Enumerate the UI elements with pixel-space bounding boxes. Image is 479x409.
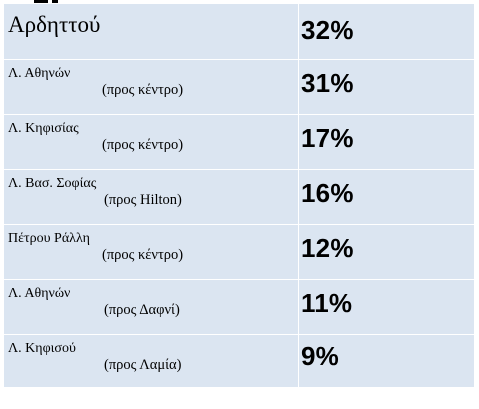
street-name: Λ. Βασ. Σοφίας xyxy=(8,176,97,191)
table-row: Λ. Κηφισίας (προς κέντρο) 17% xyxy=(3,114,475,170)
percentage-cell: 17% xyxy=(298,114,475,170)
direction-note: (προς κέντρο) xyxy=(102,137,184,153)
street-cell: Λ. Αθηνών (προς κέντρο) xyxy=(3,59,299,115)
percentage-value: 32% xyxy=(301,15,354,45)
percentage-cell: 16% xyxy=(298,169,475,225)
street-name: Λ. Αθηνών xyxy=(8,286,71,301)
street-name: Πέτρου Ράλλη xyxy=(8,231,90,246)
percentage-value: 11% xyxy=(301,288,353,318)
percentage-cell: 12% xyxy=(298,224,475,280)
street-cell: Αρδηττού xyxy=(3,3,299,60)
street-cell: Λ. Κηφισίας (προς κέντρο) xyxy=(3,114,299,170)
direction-note: (προς Δαφνί) xyxy=(104,302,180,318)
cropped-text-fragment xyxy=(34,0,48,4)
direction-note: (προς κέντρο) xyxy=(102,82,184,98)
percentage-value: 31% xyxy=(301,68,354,98)
percentage-value: 12% xyxy=(301,233,354,263)
street-cell: Πέτρου Ράλλη (προς κέντρο) xyxy=(3,224,299,280)
direction-note: (προς Hilton) xyxy=(104,192,182,208)
street-cell: Λ. Κηφισού (προς Λαμία) xyxy=(3,334,299,388)
street-name: Αρδηττού xyxy=(8,12,101,37)
percentage-cell: 31% xyxy=(298,59,475,115)
direction-note: (προς Λαμία) xyxy=(104,357,182,373)
table-row: Λ. Κηφισού (προς Λαμία) 9% xyxy=(3,334,475,388)
table-row: Αρδηττού 32% xyxy=(3,3,475,60)
table-row: Λ. Αθηνών (προς κέντρο) 31% xyxy=(3,59,475,115)
percentage-value: 17% xyxy=(301,123,354,153)
street-name: Λ. Κηφισίας xyxy=(8,121,79,136)
traffic-percentage-table: Αρδηττού 32% Λ. Αθηνών (προς κέντρο) 31%… xyxy=(3,3,475,388)
street-cell: Λ. Βασ. Σοφίας (προς Hilton) xyxy=(3,169,299,225)
cropped-text-fragment xyxy=(4,404,234,409)
table-row: Λ. Βασ. Σοφίας (προς Hilton) 16% xyxy=(3,169,475,225)
percentage-cell: 32% xyxy=(298,3,475,60)
percentage-value: 16% xyxy=(301,178,354,208)
table-row: Λ. Αθηνών (προς Δαφνί) 11% xyxy=(3,279,475,335)
street-name: Λ. Αθηνών xyxy=(8,66,71,81)
percentage-value: 9% xyxy=(301,341,339,371)
street-name: Λ. Κηφισού xyxy=(8,341,76,356)
direction-note: (προς κέντρο) xyxy=(102,247,184,263)
cropped-text-fragment xyxy=(52,0,58,4)
percentage-cell: 11% xyxy=(298,279,475,335)
table-row: Πέτρου Ράλλη (προς κέντρο) 12% xyxy=(3,224,475,280)
street-cell: Λ. Αθηνών (προς Δαφνί) xyxy=(3,279,299,335)
percentage-cell: 9% xyxy=(298,334,475,388)
